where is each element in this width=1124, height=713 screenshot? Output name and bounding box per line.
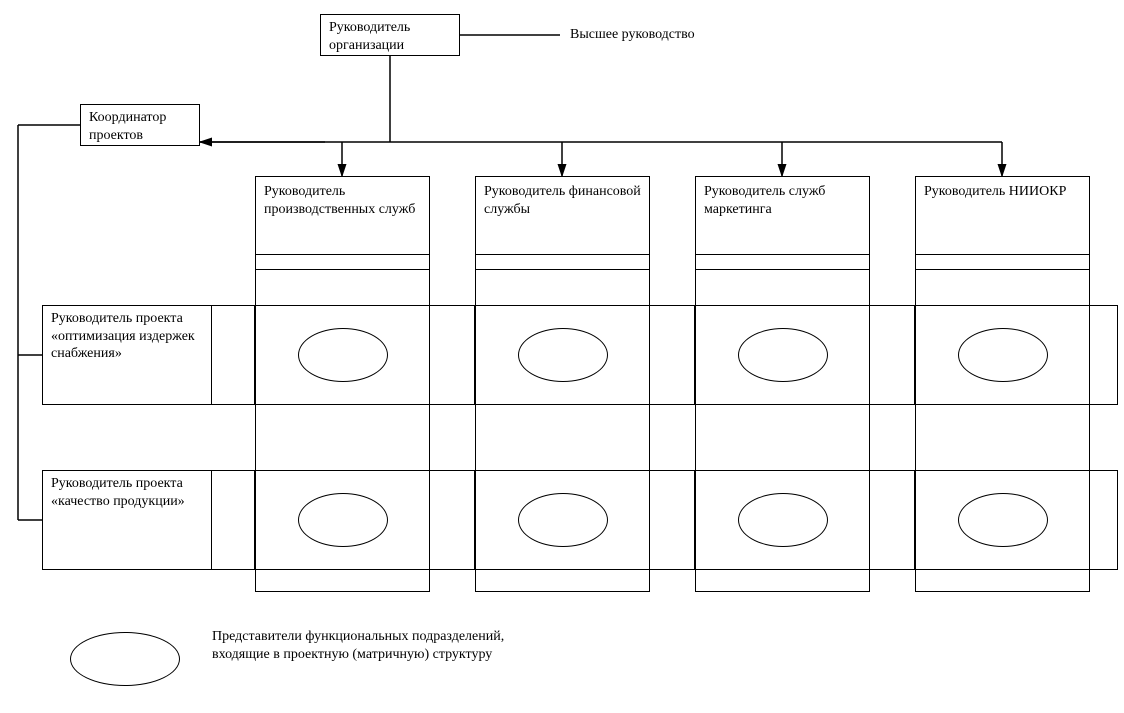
representative-ellipse-icon bbox=[958, 328, 1048, 382]
coordinator-label: Координатор проектов bbox=[89, 110, 166, 143]
column-strip bbox=[915, 254, 1090, 270]
matrix-bridge bbox=[649, 305, 695, 405]
matrix-bridge bbox=[211, 470, 255, 570]
representative-ellipse-icon bbox=[518, 493, 608, 547]
column-label: Руководитель НИИОКР bbox=[924, 184, 1066, 199]
coordinator-box: Координатор проектов bbox=[80, 104, 200, 146]
top-management-label: Высшее руководство bbox=[570, 26, 695, 44]
matrix-bridge bbox=[1089, 305, 1118, 405]
matrix-bridge bbox=[429, 470, 475, 570]
representative-ellipse-icon bbox=[518, 328, 608, 382]
matrix-bridge bbox=[1089, 470, 1118, 570]
column-label: Руководитель финансовой службы bbox=[484, 184, 641, 217]
column-header: Руководитель производственных служб bbox=[256, 177, 429, 255]
legend-ellipse-icon bbox=[70, 632, 180, 686]
column-header: Руководитель НИИОКР bbox=[916, 177, 1089, 255]
matrix-bridge bbox=[649, 470, 695, 570]
column-header: Руководитель финансовой службы bbox=[476, 177, 649, 255]
matrix-bridge bbox=[429, 305, 475, 405]
matrix-bridge bbox=[211, 305, 255, 405]
project-leader-box: Руководитель проекта «качество продукции… bbox=[42, 470, 212, 570]
matrix-bridge bbox=[869, 305, 915, 405]
column-strip bbox=[255, 254, 430, 270]
column-label: Руководитель служб маркетинга bbox=[704, 184, 825, 217]
matrix-bridge bbox=[869, 470, 915, 570]
representative-ellipse-icon bbox=[738, 493, 828, 547]
representative-ellipse-icon bbox=[298, 328, 388, 382]
column-label: Руководитель производственных служб bbox=[264, 184, 415, 217]
project-leader-label: Руководитель проекта «качество продукции… bbox=[51, 476, 185, 509]
column-strip bbox=[475, 254, 650, 270]
diagram-canvas: Руководитель организации Высшее руководс… bbox=[0, 0, 1124, 713]
representative-ellipse-icon bbox=[298, 493, 388, 547]
column-strip bbox=[695, 254, 870, 270]
representative-ellipse-icon bbox=[958, 493, 1048, 547]
representative-ellipse-icon bbox=[738, 328, 828, 382]
legend-text: Представители функциональных подразделен… bbox=[212, 628, 512, 663]
column-header: Руководитель служб маркетинга bbox=[696, 177, 869, 255]
project-leader-box: Руководитель проекта «оптимизация издерж… bbox=[42, 305, 212, 405]
org-head-box: Руководитель организации bbox=[320, 14, 460, 56]
project-leader-label: Руководитель проекта «оптимизация издерж… bbox=[51, 311, 195, 361]
org-head-label: Руководитель организации bbox=[329, 20, 410, 53]
